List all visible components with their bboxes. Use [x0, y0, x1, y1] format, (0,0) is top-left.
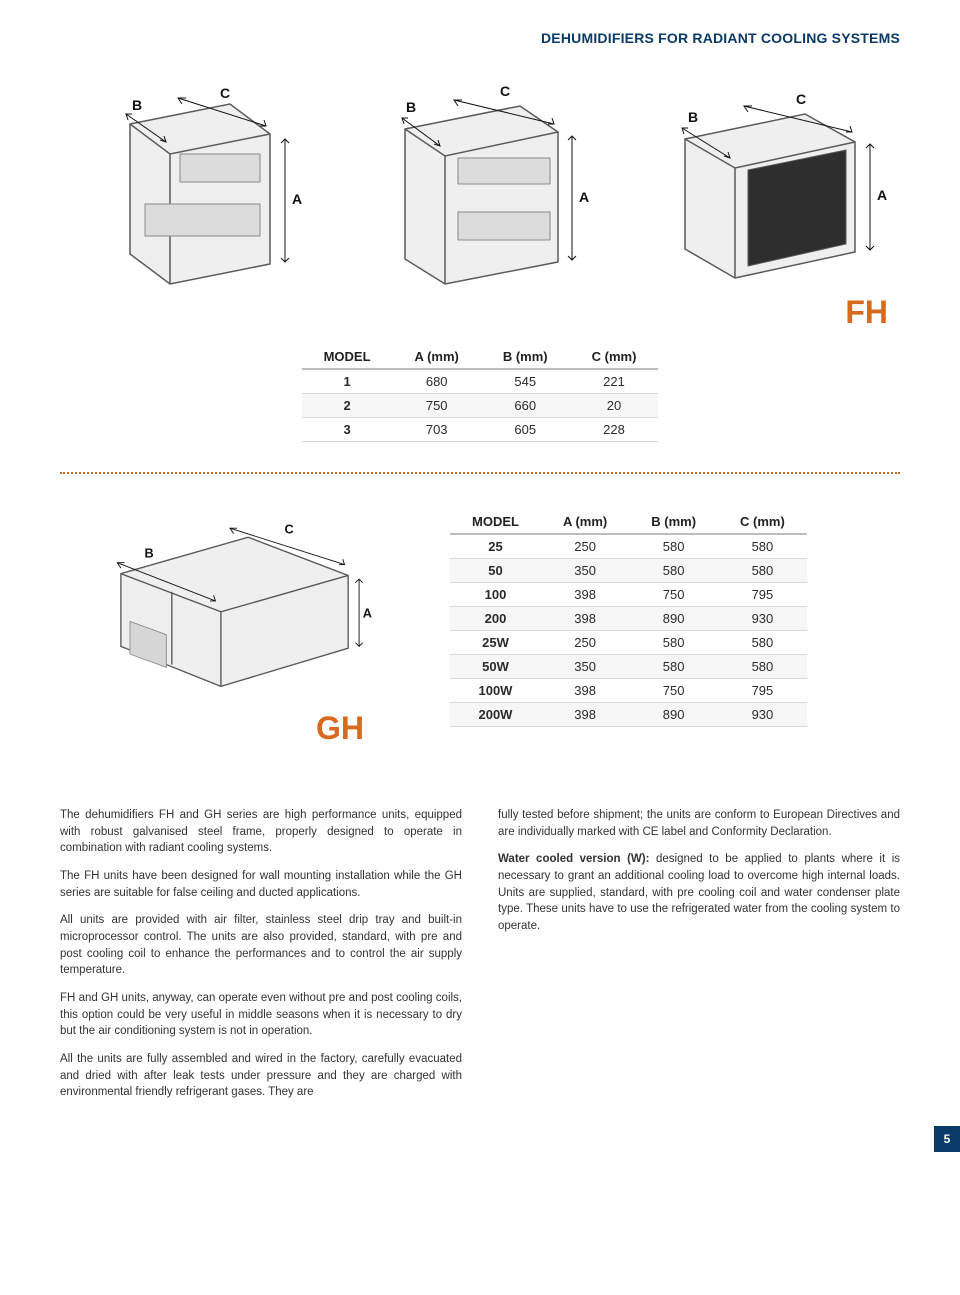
- col-b: B (mm): [481, 345, 570, 369]
- body-text: The dehumidifiers FH and GH series are h…: [60, 807, 900, 1112]
- table-row: 200398890930: [450, 607, 807, 631]
- col-model: MODEL: [450, 510, 541, 534]
- gh-series-label: GH: [316, 710, 370, 747]
- fh-diagrams-row: A B C A B C: [60, 74, 900, 294]
- fh-diagram-1: A B C: [60, 84, 320, 294]
- section-divider: [60, 472, 900, 474]
- svg-text:C: C: [285, 522, 294, 537]
- col-c: C (mm): [570, 345, 659, 369]
- dim-a-label: A: [292, 191, 302, 207]
- svg-text:C: C: [500, 84, 510, 99]
- gh-dimensions-table: MODEL A (mm) B (mm) C (mm) 25250580580 5…: [450, 510, 807, 727]
- svg-text:A: A: [877, 187, 887, 203]
- body-paragraph: fully tested before shipment; the units …: [498, 807, 900, 840]
- table-row: 100398750795: [450, 583, 807, 607]
- table-row: 275066020: [302, 394, 659, 418]
- table-row: 200W398890930: [450, 703, 807, 727]
- page-number: 5: [934, 1126, 960, 1152]
- body-paragraph: The FH units have been designed for wall…: [60, 868, 462, 901]
- table-row: 50350580580: [450, 559, 807, 583]
- fh-series-label: FH: [60, 294, 900, 331]
- fh-dimensions-table: MODEL A (mm) B (mm) C (mm) 1680545221 27…: [302, 345, 659, 442]
- body-paragraph: All units are provided with air filter, …: [60, 912, 462, 979]
- body-right-column: fully tested before shipment; the units …: [498, 807, 900, 1112]
- col-b: B (mm): [629, 510, 718, 534]
- page-title: DEHUMIDIFIERS FOR RADIANT COOLING SYSTEM…: [60, 30, 900, 46]
- dim-c-label: C: [220, 85, 230, 101]
- table-row: 50W350580580: [450, 655, 807, 679]
- svg-text:C: C: [796, 91, 806, 107]
- svg-text:B: B: [406, 99, 416, 115]
- fh-diagram-2: A B C: [350, 84, 610, 294]
- body-paragraph: FH and GH units, anyway, can operate eve…: [60, 990, 462, 1040]
- col-model: MODEL: [302, 345, 393, 369]
- table-row: 1680545221: [302, 369, 659, 394]
- col-c: C (mm): [718, 510, 807, 534]
- table-row: 25W250580580: [450, 631, 807, 655]
- water-cooled-label: Water cooled version (W):: [498, 853, 649, 865]
- svg-text:B: B: [688, 109, 698, 125]
- dim-b-label: B: [132, 97, 142, 113]
- col-a: A (mm): [393, 345, 481, 369]
- svg-text:A: A: [579, 189, 589, 205]
- body-left-column: The dehumidifiers FH and GH series are h…: [60, 807, 462, 1112]
- table-row: 100W398750795: [450, 679, 807, 703]
- gh-section: A B C GH MODEL A (mm) B (mm) C (mm) 2525…: [60, 510, 900, 747]
- body-paragraph: All the units are fully assembled and wi…: [60, 1051, 462, 1101]
- body-paragraph: The dehumidifiers FH and GH series are h…: [60, 807, 462, 857]
- gh-diagram: A B C: [80, 510, 380, 710]
- fh-diagram-3: A B C: [640, 84, 900, 294]
- body-paragraph: Water cooled version (W): designed to be…: [498, 851, 900, 934]
- table-row: 3703605228: [302, 418, 659, 442]
- svg-text:B: B: [145, 545, 154, 560]
- col-a: A (mm): [541, 510, 629, 534]
- svg-text:A: A: [363, 605, 372, 620]
- table-row: 25250580580: [450, 534, 807, 559]
